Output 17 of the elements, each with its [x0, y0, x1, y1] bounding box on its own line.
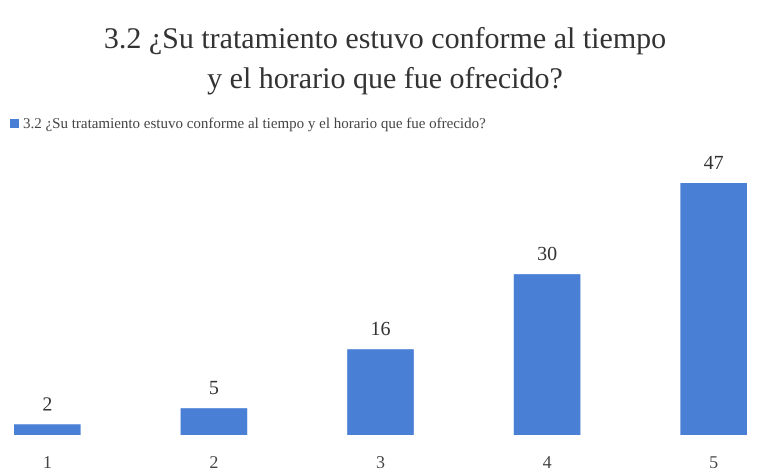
- x-tick-label: 3: [376, 452, 385, 472]
- data-label: 30: [537, 243, 558, 266]
- x-tick-label: 1: [42, 452, 52, 472]
- bar: [680, 183, 747, 435]
- bar: [14, 424, 81, 435]
- data-label: 2: [42, 393, 52, 416]
- chart-title: 3.2 ¿Su tratamiento estuvo conforme al tiempo y el horario que fue ofrecido?: [104, 22, 666, 95]
- x-tick-label: 4: [542, 452, 552, 472]
- bar: [180, 408, 248, 435]
- x-tick-label: 5: [709, 452, 718, 472]
- x-tick-label: 2: [209, 452, 218, 472]
- data-label: 16: [370, 318, 390, 340]
- legend-label: 3.2 ¿Su tratamiento estuvo conforme al tiempo y el horario que fue ofrecido?: [23, 116, 486, 132]
- bar: [347, 349, 414, 435]
- data-label: 47: [704, 152, 724, 174]
- data-label: 5: [208, 377, 219, 400]
- bar: [514, 274, 580, 435]
